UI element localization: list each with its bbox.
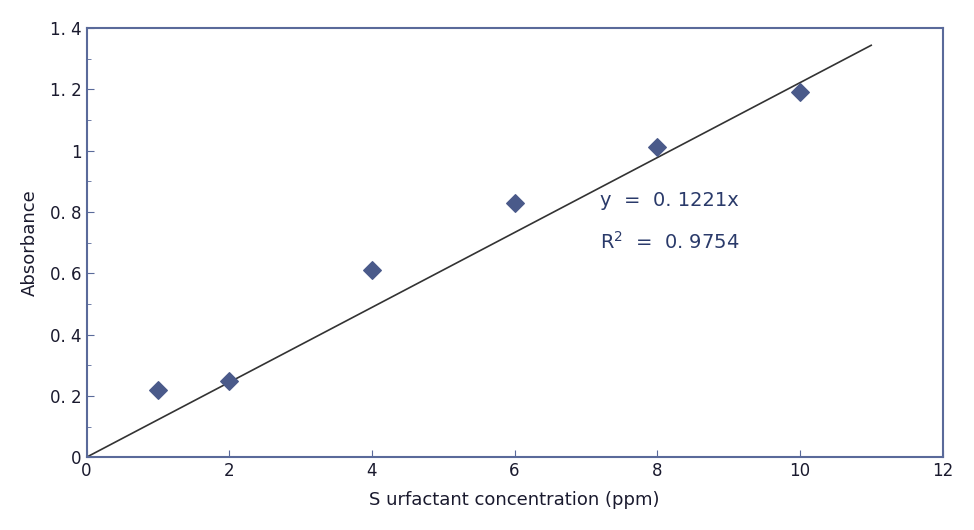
X-axis label: S urfactant concentration (ppm): S urfactant concentration (ppm) — [369, 491, 659, 509]
Point — [221, 376, 237, 385]
Text: R$^{2}$  =  0. 9754: R$^{2}$ = 0. 9754 — [600, 231, 739, 253]
Point — [364, 266, 380, 275]
Point — [650, 143, 665, 152]
Point — [150, 385, 166, 394]
Point — [792, 88, 807, 96]
Text: y  =  0. 1221x: y = 0. 1221x — [600, 191, 739, 210]
Point — [506, 198, 522, 207]
Y-axis label: Absorbance: Absorbance — [20, 189, 39, 296]
